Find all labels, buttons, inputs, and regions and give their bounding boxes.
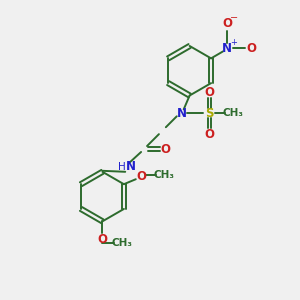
Text: N: N xyxy=(126,160,136,173)
Text: CH₃: CH₃ xyxy=(223,108,244,118)
Text: O: O xyxy=(222,17,232,30)
Text: O: O xyxy=(204,86,214,99)
Text: −: − xyxy=(230,13,238,23)
Text: O: O xyxy=(98,233,107,246)
Text: O: O xyxy=(247,42,257,55)
Text: O: O xyxy=(204,128,214,141)
Text: N: N xyxy=(222,42,232,55)
Text: CH₃: CH₃ xyxy=(112,238,133,248)
Text: S: S xyxy=(205,107,214,120)
Text: N: N xyxy=(177,107,187,120)
Text: O: O xyxy=(161,142,171,155)
Text: O: O xyxy=(137,170,147,183)
Text: CH₃: CH₃ xyxy=(153,170,174,180)
Text: +: + xyxy=(230,38,237,47)
Text: H: H xyxy=(118,162,126,172)
